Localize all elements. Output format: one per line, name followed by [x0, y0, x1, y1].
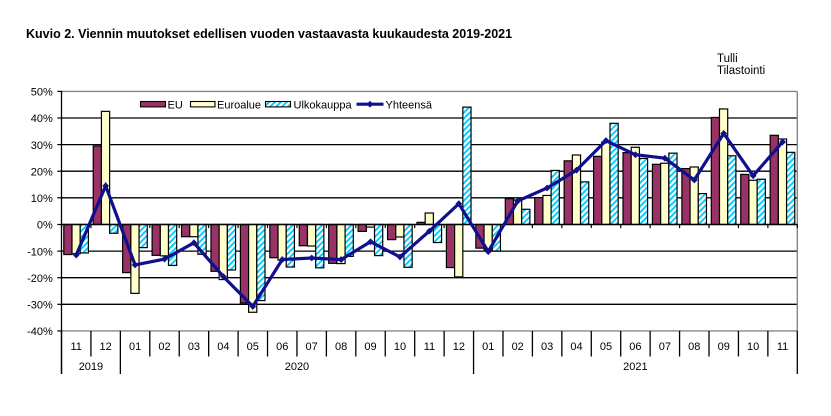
svg-text:12: 12 — [100, 341, 112, 353]
svg-text:-30%: -30% — [27, 300, 53, 312]
svg-text:09: 09 — [718, 341, 730, 353]
svg-text:2020: 2020 — [285, 361, 309, 373]
svg-text:08: 08 — [335, 341, 347, 353]
svg-text:50%: 50% — [31, 87, 53, 99]
svg-text:04: 04 — [570, 341, 582, 353]
svg-text:10: 10 — [394, 341, 406, 353]
svg-text:08: 08 — [688, 341, 700, 353]
svg-text:09: 09 — [364, 341, 376, 353]
svg-text:11: 11 — [777, 341, 788, 353]
svg-text:0%: 0% — [37, 220, 53, 232]
svg-text:Yhteensä: Yhteensä — [386, 99, 433, 111]
svg-text:12: 12 — [453, 341, 465, 353]
svg-text:07: 07 — [659, 341, 671, 353]
svg-text:Kuvio 2. Viennin muutokset ed: Kuvio 2. Viennin muutokset edellisen vuo… — [26, 27, 512, 41]
svg-text:Ulkokauppa: Ulkokauppa — [294, 99, 353, 111]
svg-text:30%: 30% — [31, 140, 53, 152]
svg-text:-20%: -20% — [27, 273, 53, 285]
svg-text:11: 11 — [71, 341, 82, 353]
svg-text:Tulli: Tulli — [717, 53, 738, 65]
svg-text:02: 02 — [512, 341, 524, 353]
svg-text:-40%: -40% — [27, 326, 53, 338]
svg-text:Euroalue: Euroalue — [217, 99, 261, 111]
svg-text:03: 03 — [541, 341, 553, 353]
svg-text:-10%: -10% — [27, 246, 53, 258]
svg-text:11: 11 — [424, 341, 435, 353]
svg-text:07: 07 — [306, 341, 318, 353]
svg-text:20%: 20% — [31, 166, 53, 178]
svg-text:01: 01 — [482, 341, 494, 353]
svg-text:Tilastointi: Tilastointi — [717, 65, 765, 77]
svg-text:01: 01 — [129, 341, 141, 353]
svg-text:03: 03 — [188, 341, 200, 353]
svg-text:10: 10 — [747, 341, 759, 353]
svg-text:40%: 40% — [31, 113, 53, 125]
svg-text:05: 05 — [247, 341, 259, 353]
svg-text:10%: 10% — [31, 193, 53, 205]
svg-text:06: 06 — [629, 341, 641, 353]
svg-text:2019: 2019 — [79, 361, 103, 373]
svg-text:06: 06 — [276, 341, 288, 353]
svg-text:2021: 2021 — [623, 361, 647, 373]
svg-text:04: 04 — [217, 341, 229, 353]
svg-text:EU: EU — [168, 99, 183, 111]
svg-text:02: 02 — [158, 341, 170, 353]
svg-text:05: 05 — [600, 341, 612, 353]
